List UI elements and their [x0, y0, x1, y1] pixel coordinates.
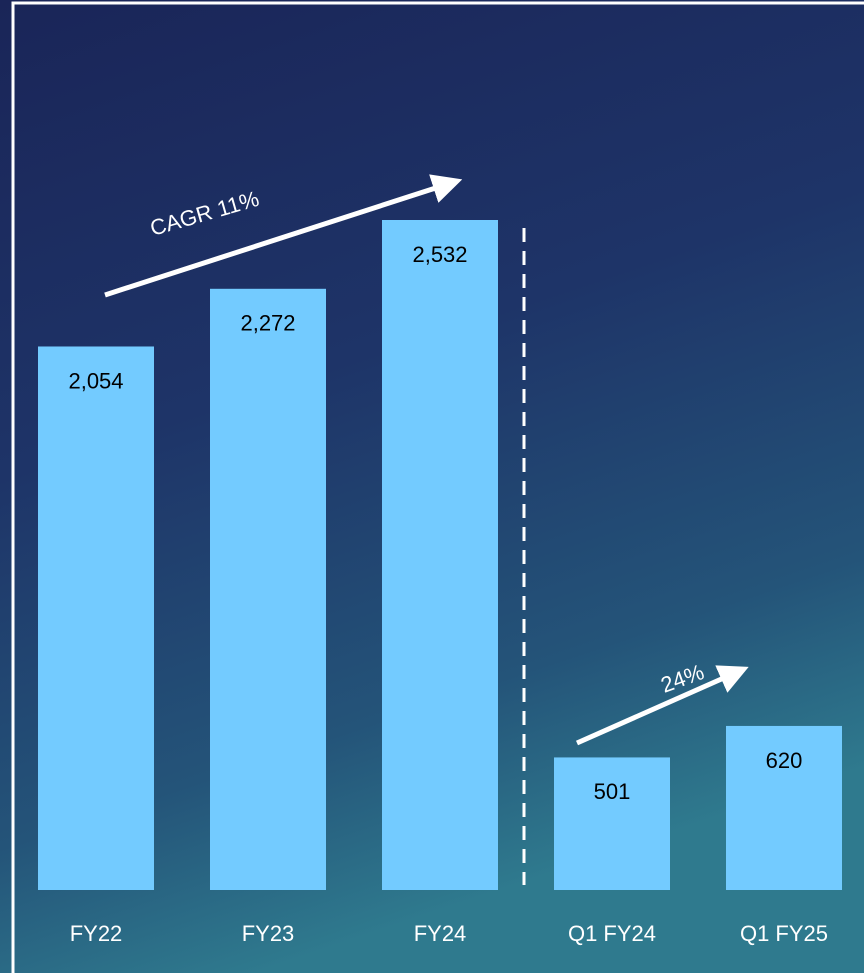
x-tick-label: FY23 [242, 921, 295, 946]
value-label: 2,272 [240, 311, 295, 336]
bar [210, 288, 326, 890]
growth-arrow [104, 174, 463, 298]
bar [726, 725, 842, 890]
x-tick-label: Q1 FY24 [568, 921, 656, 946]
x-tick-label: FY22 [70, 921, 123, 946]
frame [11, 1, 864, 973]
value-label: 620 [766, 748, 803, 773]
value-label: 2,054 [68, 368, 123, 393]
bar [382, 220, 498, 890]
value-label: 2,532 [412, 242, 467, 267]
bar [38, 346, 154, 890]
growth-arrow [575, 665, 749, 746]
x-tick-label: Q1 FY25 [740, 921, 828, 946]
x-tick-label: FY24 [414, 921, 467, 946]
value-label: 501 [594, 779, 631, 804]
bar [554, 757, 670, 890]
